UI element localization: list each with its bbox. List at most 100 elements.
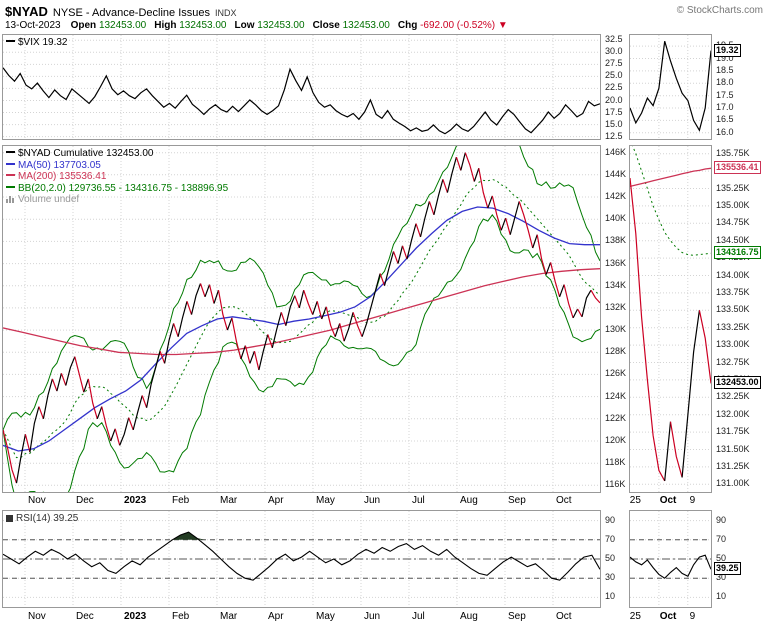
y-tick-label: 132.00K [716,408,750,419]
y-tick-label: 15.0 [605,118,623,129]
exchange-label: INDX [215,8,237,18]
x-axis-month-label: May [316,495,335,506]
x-axis-month-label: 2023 [124,611,147,622]
quote-date: 13-Oct-2023 [5,20,61,31]
zoom-x-axis-label: 9 [689,495,696,506]
y-tick-label: 30 [716,572,727,583]
quote-high: High 132453.00 [154,20,227,31]
y-tick-label: 32.5 [605,34,623,45]
y-tick-label: 12.5 [605,130,623,141]
y-tick-label: 118K [605,457,626,468]
labels-rsi: 90 70 50 30 10 [603,510,629,608]
last-value-label: 135536.41 [714,161,761,175]
y-tick-label: 135.00K [716,199,750,210]
labels-rsi_zoom: 90 70 50 30 10 39.25 [714,510,769,608]
xaxis-bottom-left: Nov Dec 2023 Feb Mar Apr May Jun Jul Aug Sep Oct [2,611,601,624]
last-value-label: 132453.00 [714,376,761,390]
panel-rsi: RSI(14) 39.25 [2,510,601,608]
y-tick-label: 133.25K [716,321,750,332]
y-tick-label: 131.00K [716,478,750,489]
x-axis-month-label: Mar [220,611,238,622]
labels-nyad: 146K 144K 142K 140K 138K 136K 134K 132K 130K 128K… [603,145,629,493]
y-tick-label: 90 [716,514,727,525]
x-axis-month-label: Dec [76,495,94,506]
x-axis-month-label: Dec [76,611,94,622]
x-axis-month-label: May [316,611,335,622]
y-tick-label: 136K [605,257,627,268]
y-tick-label: 10 [716,591,727,602]
quote-row: 13-Oct-2023 Open 132453.00 High 132453.00 L… [5,20,765,33]
nyad-zoom-chart-svg [630,146,711,492]
y-tick-label: 140K [605,213,627,224]
y-tick-label: 135.25K [716,182,750,193]
y-tick-label: 146K [605,146,627,157]
xaxis-bottom-right: 25 Oct 9 [629,611,712,624]
x-axis-month-label: Jun [364,495,381,506]
y-tick-label: 131.25K [716,460,750,471]
stockcharts-copyright-link[interactable]: © StockCharts.com [676,5,763,16]
x-axis-month-label: Apr [268,611,284,622]
y-tick-label: 16.5 [716,114,734,125]
panel-nyad: $NYAD Cumulative 132453.00 MA(50) 137703.… [2,145,601,493]
y-tick-label: 134.50K [716,234,750,245]
y-tick-label: 10 [605,591,616,602]
last-value-label: 134316.75 [714,246,761,260]
x-axis-month-label: Aug [460,495,478,506]
y-tick-label: 133.75K [716,286,750,297]
y-tick-label: 133.50K [716,304,750,315]
x-axis-month-label: Jun [364,611,381,622]
y-tick-label: 128K [605,346,627,357]
x-axis-month-label: Jul [412,495,425,506]
x-axis-month-label: Sep [508,611,526,622]
y-tick-label: 116K [605,479,626,490]
last-value-label: 19.32 [714,43,741,57]
y-tick-label: 133.00K [716,339,750,350]
y-tick-label: 126K [605,368,627,379]
y-tick-label: 144K [605,168,627,179]
panel-nyad_zoom [629,145,712,493]
y-tick-label: 132.25K [716,391,750,402]
y-tick-label: 122K [605,412,627,423]
vix-chart-svg [3,35,600,139]
x-axis-month-label: Sep [508,495,526,506]
x-axis-month-label: Aug [460,611,478,622]
y-tick-label: 16.0 [716,126,734,137]
x-axis-month-label: Nov [28,611,46,622]
zoom-x-axis-label: Oct [659,611,677,622]
quote-close: Close 132453.00 [312,20,390,31]
x-axis-month-label: Jul [412,611,425,622]
y-tick-label: 27.5 [605,58,623,69]
zoom-x-axis-label: 25 [629,495,641,506]
y-tick-label: 134K [605,279,627,290]
x-axis-month-label: Apr [268,495,284,506]
zoom-x-axis-label: Oct [659,495,677,506]
xaxis-top-right: 25 Oct 9 [629,495,712,508]
zoom-x-axis-label: 25 [629,611,641,622]
labels-vix: 32.5 30.0 27.5 25.0 22.5 20.0 17.5 15.0 12.5 [603,34,629,140]
x-axis-month-label: Oct [556,495,572,506]
rsi-zoom-chart-svg [630,511,711,607]
y-tick-label: 17.5 [716,89,734,100]
x-axis-month-label: Mar [220,495,238,506]
x-axis-month-label: Oct [556,611,572,622]
y-tick-label: 50 [716,553,727,563]
y-tick-label: 135.75K [716,147,750,158]
rsi-chart-svg [3,511,600,607]
y-tick-label: 30 [605,572,616,583]
symbol: $NYAD [5,4,48,19]
symbol-name: NYSE - Advance-Decline Issues [52,7,211,19]
y-tick-label: 138K [605,235,627,246]
x-axis-month-label: 2023 [124,495,147,506]
y-tick-label: 18.0 [716,77,734,88]
y-tick-label: 124K [605,390,627,401]
y-tick-label: 70 [716,533,727,544]
y-tick-label: 22.5 [605,82,623,93]
y-tick-label: 142K [605,191,627,201]
y-tick-label: 50 [605,553,616,563]
vix-zoom-chart-svg [630,35,711,139]
x-axis-month-label: Nov [28,495,46,506]
y-tick-label: 25.0 [605,70,623,81]
last-value-label: 39.25 [714,562,741,576]
labels-vix_zoom: 19.519.018.518.017.517.016.516.019.32 [714,34,769,140]
quote-open: Open 132453.00 [70,20,147,31]
